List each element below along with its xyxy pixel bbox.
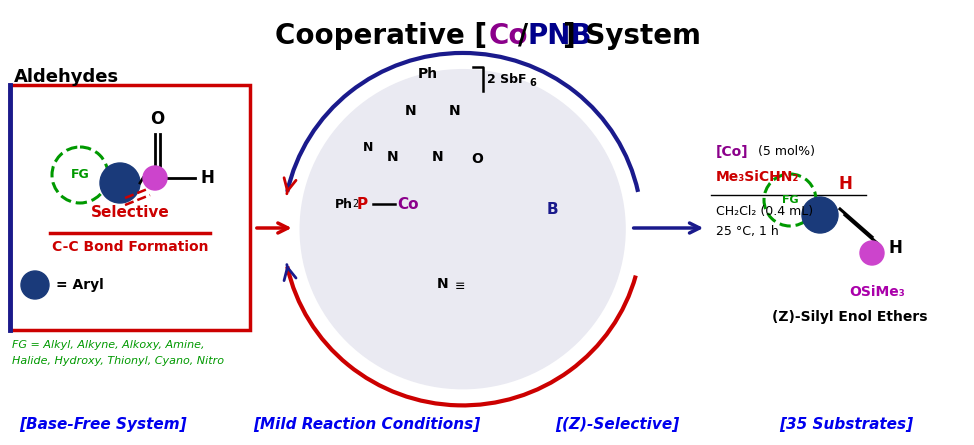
Text: FG = Alkyl, Alkyne, Alkoxy, Amine,: FG = Alkyl, Alkyne, Alkoxy, Amine,: [12, 340, 205, 350]
Text: [(Z)-Selective]: [(Z)-Selective]: [555, 417, 680, 433]
Text: CH₂Cl₂ (0.4 mL): CH₂Cl₂ (0.4 mL): [716, 206, 813, 218]
Text: O: O: [471, 152, 483, 166]
Circle shape: [860, 241, 884, 265]
Ellipse shape: [300, 69, 625, 389]
Text: N: N: [431, 150, 443, 164]
Text: (5 mol%): (5 mol%): [754, 146, 815, 158]
Text: Selective: Selective: [91, 205, 169, 220]
Text: (Z)-Silyl Enol Ethers: (Z)-Silyl Enol Ethers: [772, 310, 928, 324]
Text: OSiMe₃: OSiMe₃: [849, 285, 905, 299]
Text: P: P: [357, 197, 368, 212]
Text: H: H: [889, 239, 903, 257]
Text: FG: FG: [71, 169, 90, 182]
Text: Aldehydes: Aldehydes: [14, 68, 119, 86]
Text: H: H: [201, 169, 215, 187]
Text: Ph: Ph: [335, 198, 353, 210]
Text: 2: 2: [353, 199, 358, 209]
Text: 6: 6: [530, 78, 537, 88]
Text: Halide, Hydroxy, Thionyl, Cyano, Nitro: Halide, Hydroxy, Thionyl, Cyano, Nitro: [12, 356, 224, 366]
Circle shape: [100, 163, 140, 203]
Text: N: N: [405, 104, 417, 118]
Text: [Mild Reaction Conditions]: [Mild Reaction Conditions]: [253, 417, 480, 433]
Text: ≡: ≡: [455, 279, 465, 293]
Text: N: N: [387, 150, 398, 164]
Text: Me₃SiCHN₂: Me₃SiCHN₂: [716, 170, 800, 184]
Text: Co: Co: [489, 22, 529, 50]
Text: 25 °C, 1 h: 25 °C, 1 h: [716, 226, 778, 239]
Circle shape: [143, 166, 167, 190]
Text: Ph: Ph: [418, 67, 437, 81]
Text: O: O: [150, 110, 165, 128]
Circle shape: [21, 271, 49, 299]
Text: [35 Substrates]: [35 Substrates]: [779, 417, 914, 433]
Text: [Co]: [Co]: [716, 145, 748, 159]
FancyBboxPatch shape: [10, 85, 250, 330]
Text: = Aryl: = Aryl: [56, 278, 104, 292]
Text: C-C Bond Formation: C-C Bond Formation: [52, 240, 208, 254]
Text: PNB: PNB: [528, 22, 592, 50]
Text: N: N: [436, 277, 448, 291]
Text: N: N: [449, 104, 461, 118]
Text: H: H: [838, 175, 852, 193]
Text: N: N: [362, 141, 373, 154]
Text: Cooperative [: Cooperative [: [275, 22, 487, 50]
Text: 2 SbF: 2 SbF: [487, 73, 526, 86]
Text: /: /: [518, 22, 528, 50]
Text: FG: FG: [782, 195, 799, 205]
Text: [Base-Free System]: [Base-Free System]: [19, 417, 187, 433]
Text: B: B: [546, 202, 558, 217]
Text: Co: Co: [396, 197, 419, 212]
Circle shape: [802, 197, 838, 233]
Text: ] System: ] System: [563, 22, 701, 50]
